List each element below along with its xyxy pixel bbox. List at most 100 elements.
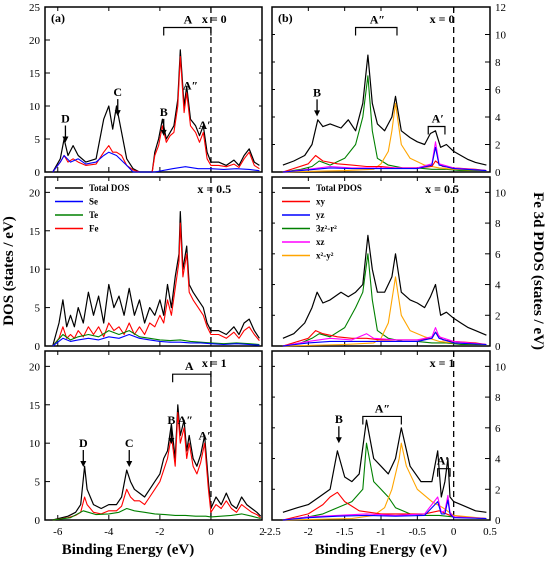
y-tick-label: 0 <box>495 341 501 353</box>
y-tick-label: 15 <box>29 226 41 238</box>
series-line-xz <box>282 327 487 347</box>
y-axis-label-b: Fe 3d PDOS (states / eV) <box>530 192 545 350</box>
y-tick-label: 2 <box>495 484 501 496</box>
y-tick-label: 12 <box>495 2 506 14</box>
annotation-arrowhead <box>114 110 121 117</box>
y-tick-label: 20 <box>29 35 41 47</box>
series-line-total-pdos <box>282 419 487 513</box>
annotation-label: C <box>125 436 134 450</box>
series-line-x-y- <box>282 276 487 347</box>
y-tick-label: 0 <box>495 515 501 527</box>
composition-label: x = 1 <box>430 356 455 370</box>
y-tick-label: 10 <box>29 101 41 113</box>
annotation-label: B <box>167 413 175 427</box>
legend-label: xz <box>316 237 325 247</box>
annotation-arrowhead <box>80 461 87 468</box>
series-line-yz <box>282 499 487 521</box>
series-line-x-y- <box>282 442 487 521</box>
plot-frame <box>44 350 263 521</box>
annotation-label: B <box>313 85 321 99</box>
legend-label: Total DOS <box>89 183 129 193</box>
subpanel-a-1: 0 5 10 15 20 x = 0.5 Total DOS Se Te Fe <box>29 176 263 353</box>
annotation-label: D <box>79 436 88 450</box>
y-tick-label: 10 <box>495 187 507 199</box>
annotation-label: C <box>113 85 122 99</box>
x-tick-label: -1 <box>376 526 385 538</box>
x-tick-label: -4 <box>104 526 114 538</box>
x-tick-label: -0.5 <box>409 526 427 538</box>
y-tick-label: 6 <box>495 249 501 261</box>
x-tick-label: -2 <box>155 526 164 538</box>
y-tick-label: 8 <box>495 392 501 404</box>
series-line-fe <box>52 55 260 173</box>
x-tick-label: 0 <box>451 526 457 538</box>
y-tick-label: 4 <box>495 280 501 292</box>
composition-label: x = 0.5 <box>425 182 459 196</box>
annotation-arrowhead <box>160 129 167 136</box>
y-axis-label-a: DOS (states / eV) <box>1 216 17 326</box>
annotation-bracket <box>172 373 212 383</box>
x-tick-label: 2 <box>259 526 265 538</box>
series-line-3z-r- <box>282 253 487 347</box>
annotation-bracket <box>437 468 451 477</box>
series-line-te <box>52 507 261 521</box>
legend-label: yz <box>316 210 325 220</box>
series-line-te <box>52 330 260 347</box>
x-tick-label: -2 <box>304 526 313 538</box>
subpanel-b-0: 0 2 4 6 8 10 12 x = 0 (b) B A″ A′ <box>271 2 507 179</box>
subpanel-a-2: 0 5 10 15 20 -6 -4 -2 0 2 x = 1 D C B A″ A′ A <box>29 350 265 538</box>
annotation-label: B <box>160 105 168 119</box>
composition-label: x = 0 <box>430 12 455 26</box>
y-tick-label: 6 <box>495 423 501 435</box>
y-tick-label: 10 <box>29 438 41 450</box>
composition-label: x = 0 <box>202 12 227 26</box>
series-line-total-dos <box>52 211 260 347</box>
legend-label: 3z²-r² <box>316 224 337 234</box>
annotation-label: A″ <box>370 13 385 27</box>
y-tick-label: 4 <box>495 112 501 124</box>
legend-label: Total PDOS <box>316 183 362 193</box>
legend-label: Se <box>89 197 98 207</box>
y-tick-label: 4 <box>495 454 501 466</box>
subpanel-b-1: 0 2 4 6 8 10 x = 0.5 Total PDOS xy yz 3z²-r² xz x²-y… <box>271 176 507 353</box>
annotation-arrowhead <box>62 136 69 143</box>
y-tick-label: 20 <box>29 187 41 199</box>
y-tick-label: 0 <box>35 167 41 179</box>
y-tick-label: 8 <box>495 57 501 69</box>
annotation-label: A″ <box>178 413 193 427</box>
x-axis-label-b: Binding Energy (eV) <box>315 542 448 558</box>
composition-label: x = 0.5 <box>197 182 231 196</box>
legend-label: Fe <box>89 224 99 234</box>
series-line-se <box>52 151 260 173</box>
subpanel-a-0: 0 5 10 15 20 25 x = 0 (a) D C B A″ A′ A <box>29 2 263 179</box>
y-tick-label: 0 <box>35 515 41 527</box>
series-line-3z-r- <box>282 442 487 521</box>
y-tick-label: 15 <box>29 68 41 80</box>
y-tick-label: 10 <box>29 264 41 276</box>
series-line-x-y- <box>282 102 487 173</box>
annotation-label: A′ <box>432 112 444 126</box>
annotation-label: A <box>184 13 193 27</box>
y-tick-label: 5 <box>35 303 41 315</box>
series-line-total-dos <box>52 404 262 521</box>
x-tick-label: -1.5 <box>336 526 354 538</box>
series-line-yz <box>282 146 487 173</box>
y-tick-label: 2 <box>495 140 501 152</box>
panel-b-fe-3d-pdos: 0 2 4 6 8 10 12 x = 0 (b) B A″ A′ 0 2 4 6 8 10 x = 0.5 Tota… <box>263 2 506 538</box>
panel-label: (a) <box>51 11 65 25</box>
annotation-label: A′ <box>199 428 211 442</box>
series-line-3z-r- <box>282 75 487 173</box>
annotation-label: A″ <box>375 401 390 415</box>
series-line-total-pdos <box>282 54 487 166</box>
series-line-fe <box>52 222 260 347</box>
legend: Total DOS Se Te Fe <box>55 183 129 234</box>
y-tick-label: 0 <box>35 341 41 353</box>
series-line-total-pdos <box>282 234 487 339</box>
annotation-arrowhead <box>335 437 342 444</box>
plot-frame <box>271 6 491 173</box>
x-axis-label-a: Binding Energy (eV) <box>62 542 195 558</box>
panel-label: (b) <box>278 11 293 25</box>
